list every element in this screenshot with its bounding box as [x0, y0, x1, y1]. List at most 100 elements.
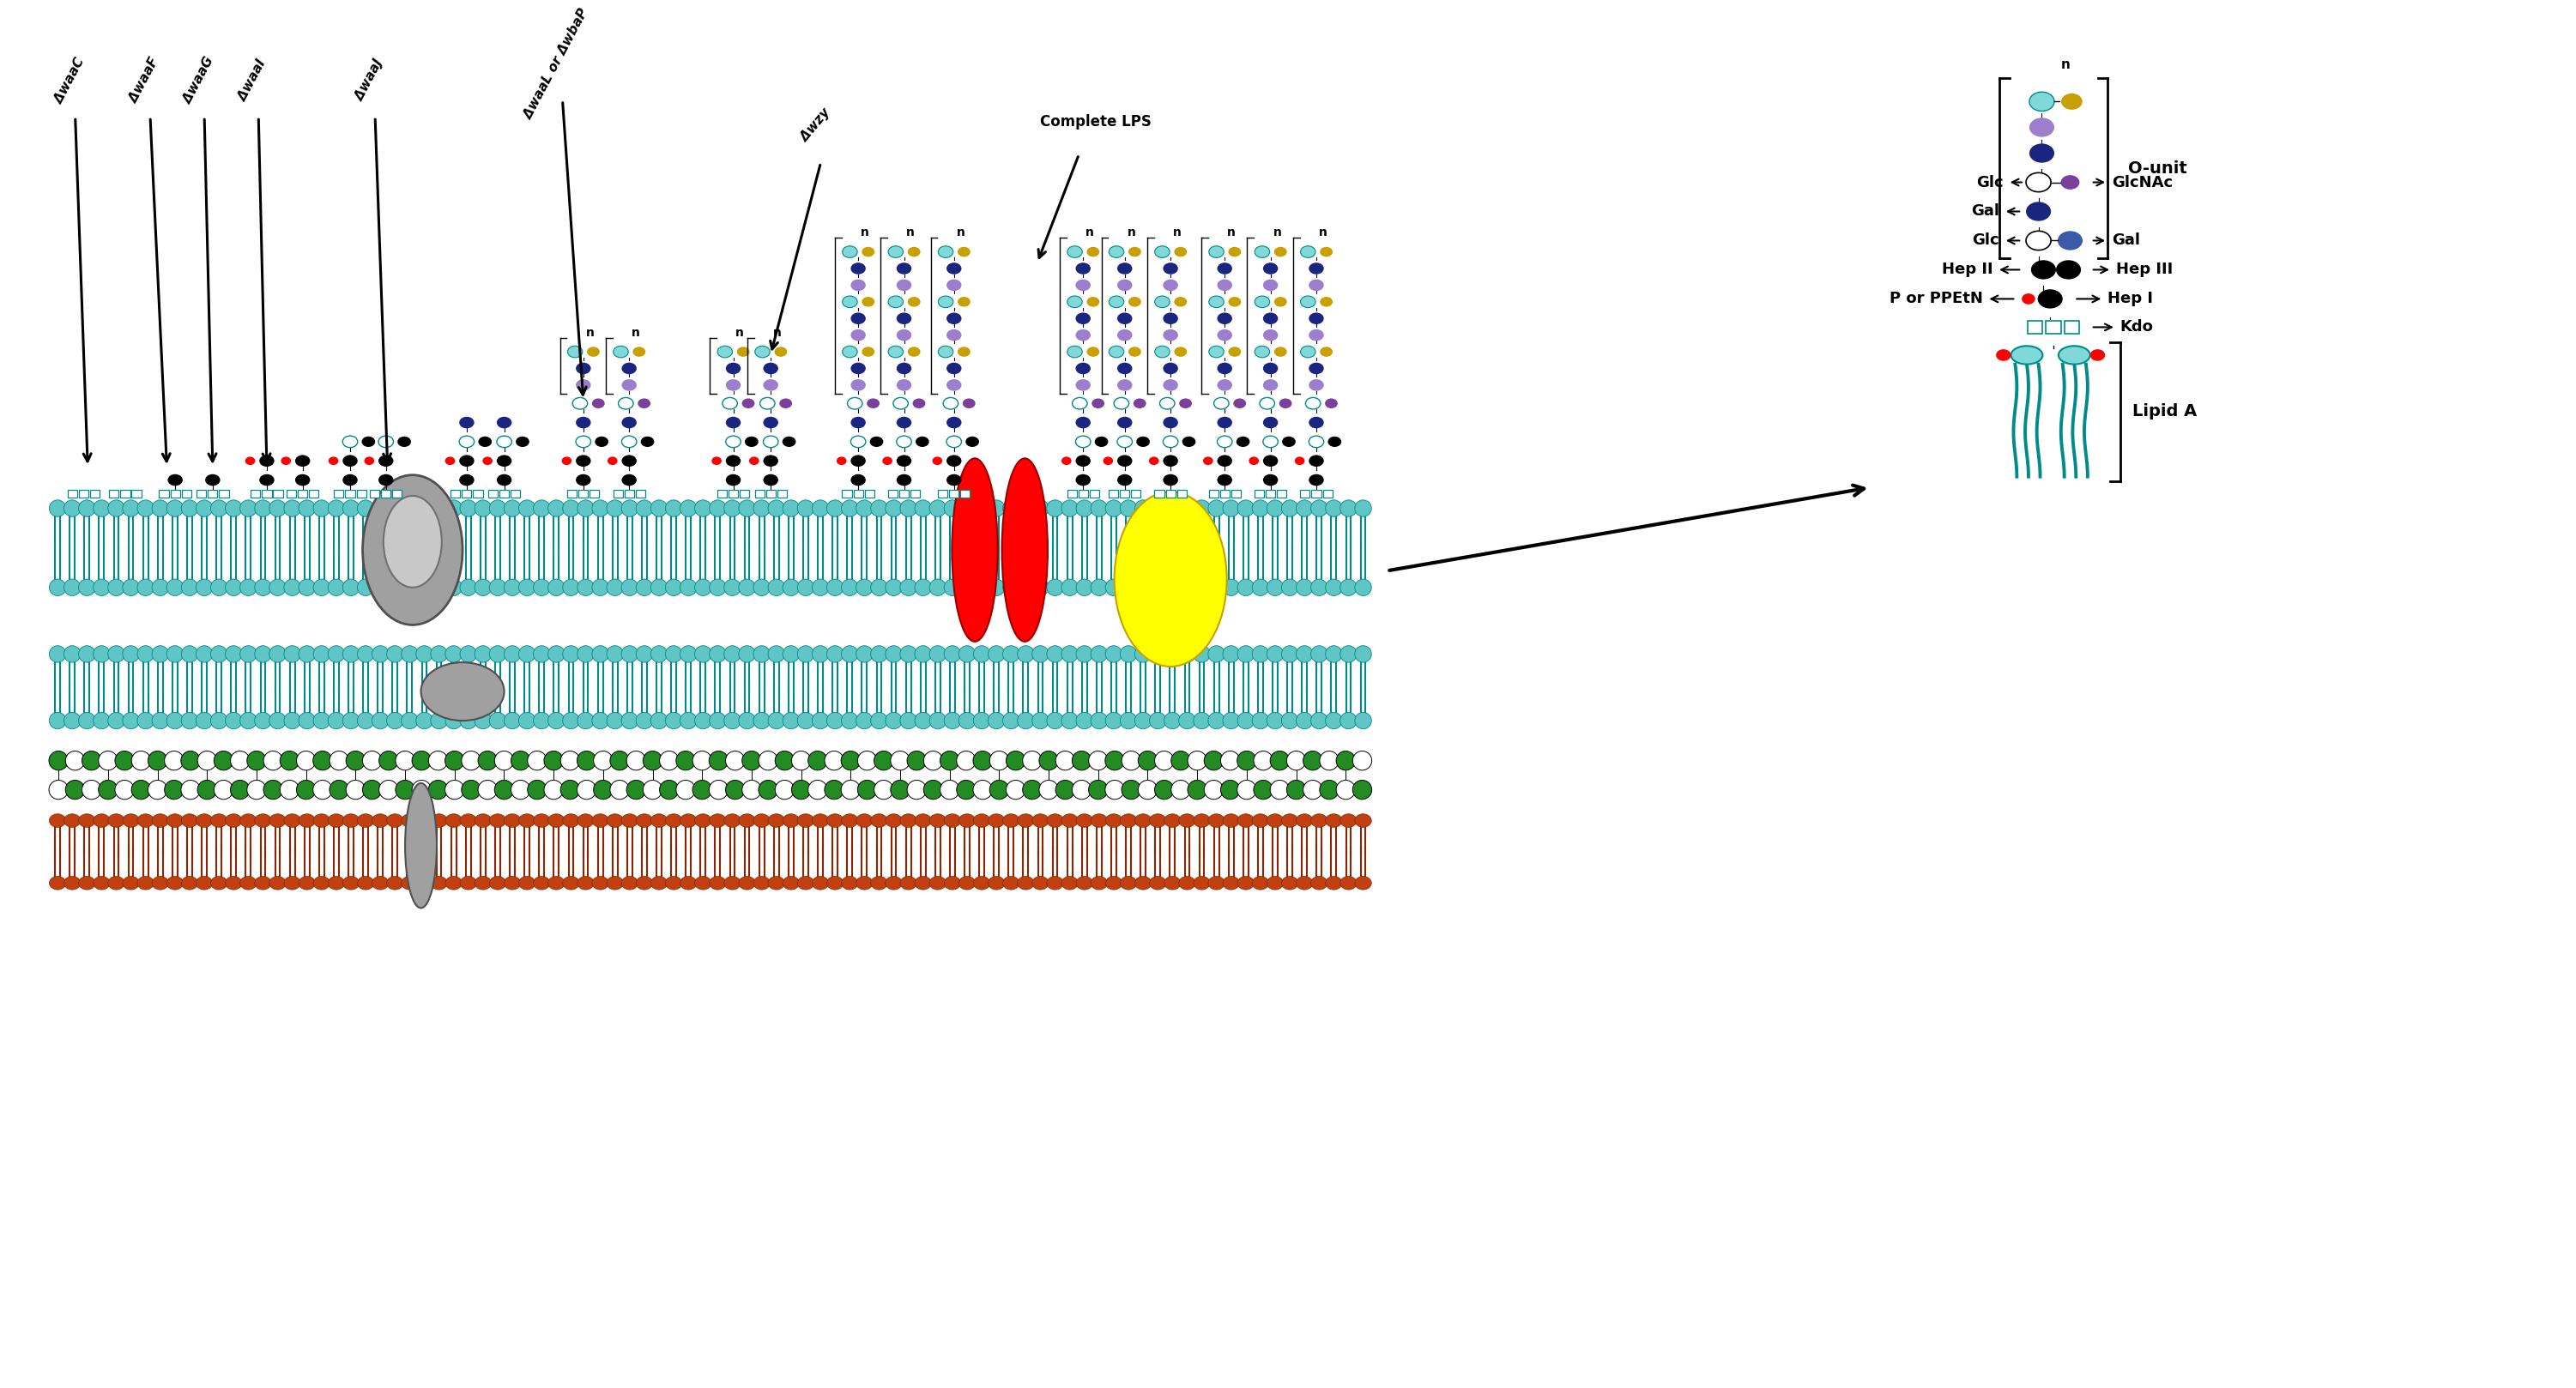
Ellipse shape [762, 379, 778, 391]
Circle shape [886, 500, 902, 516]
FancyBboxPatch shape [273, 490, 283, 497]
Ellipse shape [1061, 876, 1079, 890]
Circle shape [479, 780, 497, 799]
Circle shape [283, 645, 301, 662]
Text: n: n [1273, 226, 1280, 239]
FancyBboxPatch shape [1265, 490, 1275, 497]
Ellipse shape [2022, 293, 2035, 304]
Ellipse shape [1159, 397, 1175, 409]
FancyBboxPatch shape [1154, 490, 1164, 497]
Circle shape [1007, 751, 1025, 770]
FancyBboxPatch shape [355, 490, 366, 497]
Text: Hep III: Hep III [2115, 262, 2172, 278]
Circle shape [799, 645, 814, 662]
Circle shape [1270, 751, 1288, 770]
Circle shape [1180, 712, 1195, 729]
Circle shape [64, 712, 80, 729]
Ellipse shape [1018, 813, 1033, 827]
Ellipse shape [863, 347, 876, 357]
Ellipse shape [1077, 813, 1092, 827]
Circle shape [314, 645, 330, 662]
Ellipse shape [1180, 398, 1193, 408]
Ellipse shape [721, 397, 737, 409]
Circle shape [1172, 751, 1190, 770]
Ellipse shape [1077, 436, 1090, 447]
Ellipse shape [167, 475, 183, 486]
Circle shape [592, 500, 608, 516]
Circle shape [827, 712, 842, 729]
Ellipse shape [2056, 260, 2081, 279]
Ellipse shape [240, 813, 258, 827]
Circle shape [974, 751, 992, 770]
Circle shape [726, 780, 744, 799]
Circle shape [1023, 780, 1041, 799]
Text: ΔwaaJ: ΔwaaJ [353, 58, 386, 103]
Circle shape [49, 712, 67, 729]
Circle shape [1327, 712, 1342, 729]
Ellipse shape [2025, 172, 2050, 192]
Circle shape [608, 500, 623, 516]
Ellipse shape [1327, 876, 1342, 890]
Ellipse shape [914, 876, 933, 890]
Circle shape [281, 780, 299, 799]
Ellipse shape [652, 876, 667, 890]
Circle shape [708, 579, 726, 595]
Circle shape [363, 780, 381, 799]
Circle shape [255, 712, 270, 729]
Circle shape [886, 579, 902, 595]
Circle shape [1311, 645, 1327, 662]
Ellipse shape [1136, 813, 1151, 827]
Ellipse shape [1162, 436, 1177, 447]
Circle shape [299, 500, 314, 516]
Circle shape [1072, 780, 1092, 799]
Circle shape [108, 645, 124, 662]
Circle shape [528, 751, 546, 770]
Ellipse shape [945, 279, 961, 291]
Circle shape [652, 712, 667, 729]
Circle shape [1224, 712, 1239, 729]
Ellipse shape [1077, 329, 1090, 341]
Ellipse shape [884, 457, 891, 465]
Ellipse shape [1090, 876, 1108, 890]
Circle shape [180, 579, 198, 595]
Circle shape [621, 500, 639, 516]
Circle shape [343, 579, 358, 595]
FancyBboxPatch shape [1167, 490, 1175, 497]
Circle shape [956, 780, 976, 799]
Circle shape [1121, 751, 1141, 770]
Ellipse shape [953, 458, 997, 641]
Ellipse shape [896, 455, 912, 466]
FancyBboxPatch shape [451, 490, 461, 497]
Ellipse shape [1061, 457, 1072, 465]
Circle shape [899, 579, 917, 595]
FancyBboxPatch shape [1177, 490, 1188, 497]
Circle shape [533, 500, 551, 516]
Circle shape [224, 579, 242, 595]
Circle shape [1355, 500, 1370, 516]
Ellipse shape [1087, 297, 1100, 307]
Ellipse shape [446, 457, 456, 465]
Circle shape [680, 579, 696, 595]
Circle shape [871, 645, 886, 662]
Ellipse shape [1162, 262, 1177, 275]
Circle shape [1018, 712, 1033, 729]
Ellipse shape [1182, 436, 1195, 447]
Circle shape [592, 780, 613, 799]
Circle shape [211, 712, 227, 729]
Circle shape [611, 780, 629, 799]
Circle shape [1236, 780, 1257, 799]
Ellipse shape [634, 347, 647, 357]
Ellipse shape [886, 876, 902, 890]
Circle shape [386, 645, 404, 662]
Ellipse shape [696, 813, 711, 827]
Ellipse shape [562, 457, 572, 465]
Ellipse shape [2058, 346, 2089, 364]
Circle shape [1121, 579, 1136, 595]
Circle shape [742, 780, 760, 799]
Circle shape [147, 751, 167, 770]
Circle shape [180, 645, 198, 662]
Circle shape [1280, 645, 1298, 662]
Ellipse shape [1128, 297, 1141, 307]
Circle shape [1319, 780, 1340, 799]
Circle shape [1224, 579, 1239, 595]
